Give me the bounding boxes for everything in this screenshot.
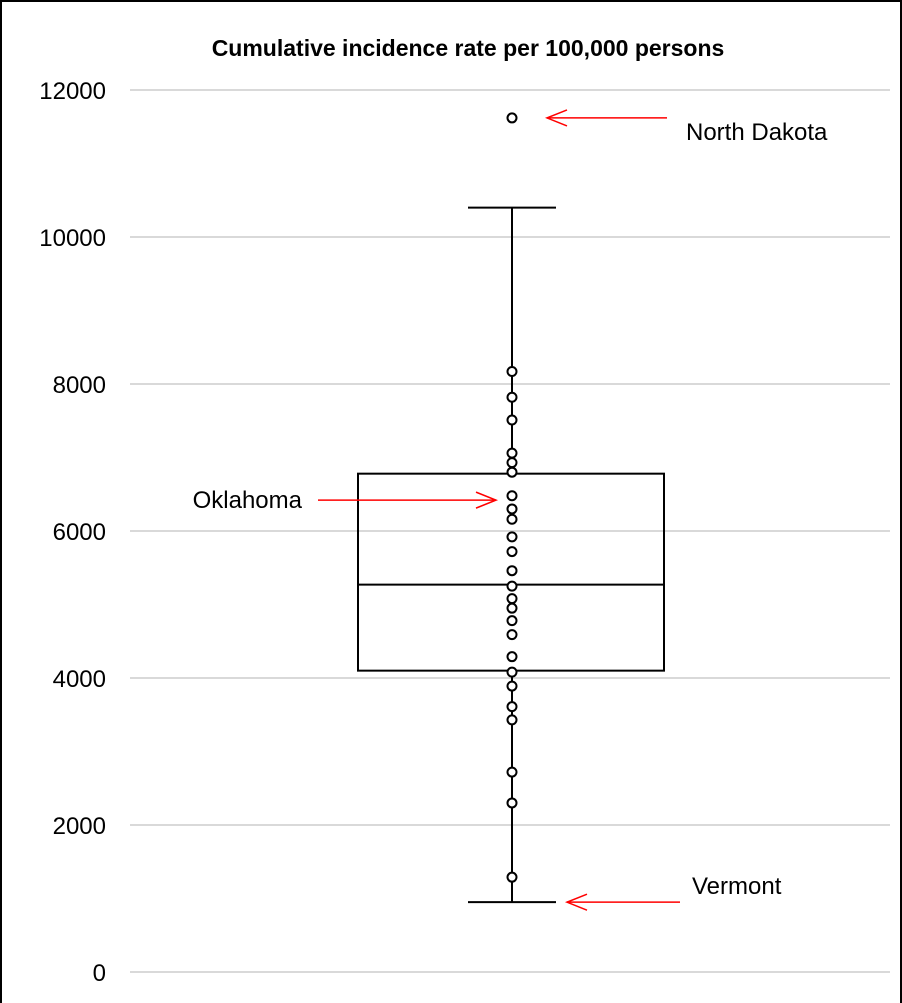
data-point xyxy=(506,447,518,459)
data-point xyxy=(506,666,518,678)
data-point xyxy=(506,580,518,592)
y-tick-label: 8000 xyxy=(53,372,106,399)
data-point xyxy=(506,565,518,577)
data-point xyxy=(506,546,518,558)
data-point xyxy=(506,602,518,614)
y-tick-label: 12000 xyxy=(39,78,106,105)
data-point xyxy=(506,680,518,692)
y-axis-tick-labels: 0 2000 4000 6000 8000 10000 12000 xyxy=(39,78,106,987)
data-point xyxy=(506,593,518,605)
data-point xyxy=(506,531,518,543)
data-point xyxy=(506,615,518,627)
y-tick-label: 10000 xyxy=(39,225,106,252)
annotation-arrowhead-oklahoma xyxy=(475,491,499,509)
annotation-label-oklahoma: Oklahoma xyxy=(193,487,303,514)
data-point xyxy=(506,466,518,478)
annotation-label-north-dakota: North Dakota xyxy=(686,119,828,146)
annotation-label-vermont: Vermont xyxy=(692,873,782,900)
annotation-arrowhead-vermont xyxy=(564,893,588,911)
y-tick-label: 2000 xyxy=(53,813,106,840)
y-tick-label: 0 xyxy=(93,960,106,987)
data-point xyxy=(506,629,518,641)
data-point xyxy=(506,457,518,469)
data-point xyxy=(506,651,518,663)
chart-title: Cumulative incidence rate per 100,000 pe… xyxy=(212,35,725,61)
data-points xyxy=(506,112,518,883)
data-point xyxy=(506,391,518,403)
outlier-point xyxy=(506,112,518,124)
data-point xyxy=(506,490,518,502)
data-point xyxy=(506,503,518,515)
annotations: North Dakota Oklahoma Vermont xyxy=(193,109,828,911)
data-point xyxy=(506,513,518,525)
data-point xyxy=(506,414,518,426)
data-point xyxy=(506,701,518,713)
annotation-arrowhead-north-dakota xyxy=(544,109,568,127)
gridlines xyxy=(130,89,890,973)
data-point xyxy=(506,366,518,378)
data-point xyxy=(506,871,518,883)
data-point xyxy=(506,714,518,726)
y-tick-label: 6000 xyxy=(53,519,106,546)
data-point xyxy=(506,797,518,809)
data-point xyxy=(506,766,518,778)
y-tick-label: 4000 xyxy=(53,666,106,693)
